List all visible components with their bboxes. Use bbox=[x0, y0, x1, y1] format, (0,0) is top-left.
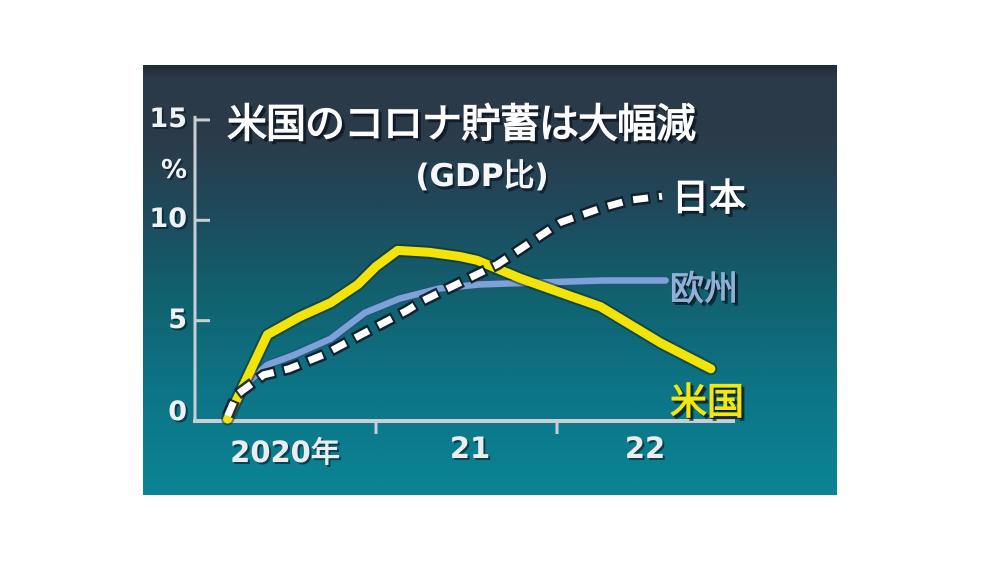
y-tick-label-5: 5 bbox=[168, 304, 187, 335]
chart-panel: 米国のコロナ貯蓄は大幅減 (GDP比) 15 % 10 5 0 2020年 21… bbox=[143, 65, 837, 495]
series-label-europe: 欧州 bbox=[670, 269, 738, 309]
series-label-japan: 日本 bbox=[672, 176, 746, 219]
series-label-us: 米国 bbox=[670, 380, 744, 423]
x-tick-label-21: 21 bbox=[449, 431, 491, 465]
chart-subtitle: (GDP比) bbox=[415, 158, 549, 194]
x-tick-label-2020: 2020年 bbox=[230, 435, 340, 469]
y-tick-label-10: 10 bbox=[149, 203, 187, 234]
line-japan bbox=[224, 192, 663, 418]
y-tick-label-15: 15 bbox=[149, 103, 187, 134]
chart-title: 米国のコロナ貯蓄は大幅減 bbox=[227, 101, 696, 147]
y-axis-unit-label: % bbox=[160, 155, 187, 185]
x-tick-label-22: 22 bbox=[624, 431, 666, 465]
plot-area bbox=[193, 115, 735, 434]
y-tick-label-0: 0 bbox=[168, 396, 187, 427]
line-us bbox=[223, 245, 716, 424]
